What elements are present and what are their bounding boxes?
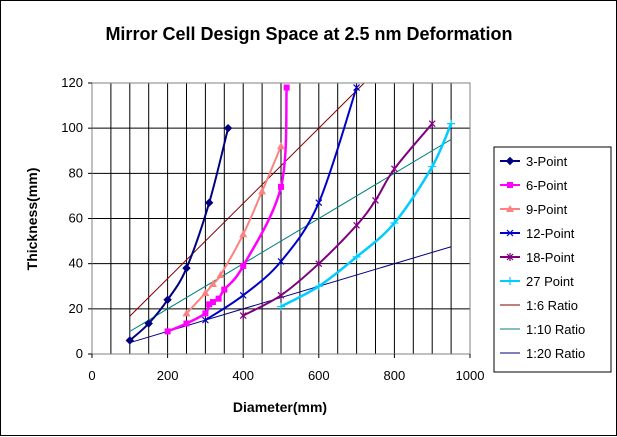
data-point-9-point bbox=[277, 142, 285, 150]
x-tick-label: 600 bbox=[308, 368, 330, 383]
legend-item-27-point: 27 Point bbox=[500, 274, 574, 289]
data-point-9-point bbox=[182, 309, 191, 317]
data-point-27-point bbox=[390, 219, 399, 228]
legend-item-9-point: 9-Point bbox=[500, 202, 568, 217]
legend-marker bbox=[506, 277, 514, 285]
legend-marker bbox=[506, 205, 514, 212]
data-point-6-point bbox=[164, 328, 171, 335]
legend-marker bbox=[505, 156, 515, 166]
x-axis-ticks: 0 200 400 600 800 1000 bbox=[88, 354, 484, 383]
data-point-3-point bbox=[223, 123, 233, 133]
x-tick-label: 800 bbox=[384, 368, 406, 383]
legend-item-1-10-ratio: 1:10 Ratio bbox=[500, 322, 585, 337]
y-tick-label: 0 bbox=[76, 346, 83, 361]
y-axis-label: Thickness(mm) bbox=[24, 168, 40, 271]
data-point-6-point bbox=[202, 310, 209, 317]
legend-label: 27 Point bbox=[526, 274, 574, 289]
legend-label: 1:6 Ratio bbox=[526, 298, 578, 313]
y-tick-label: 120 bbox=[61, 75, 83, 90]
series-line-12-point bbox=[204, 87, 358, 321]
x-axis-label: Diameter(mm) bbox=[233, 399, 327, 415]
data-point-27-point bbox=[352, 252, 361, 261]
data-point-27-point bbox=[447, 119, 456, 128]
data-point-6-point bbox=[240, 262, 247, 269]
legend-label: 12-Point bbox=[526, 226, 575, 241]
data-point-12-point bbox=[315, 199, 323, 207]
chart-title: Mirror Cell Design Space at 2.5 nm Defor… bbox=[105, 24, 512, 44]
data-point-27-point bbox=[314, 282, 323, 291]
legend-item-18-point: 18-Point bbox=[500, 250, 575, 265]
x-tick-label: 200 bbox=[157, 368, 179, 383]
data-point-3-point bbox=[163, 295, 172, 305]
legend-label: 18-Point bbox=[526, 250, 575, 265]
series-line-27-point bbox=[280, 123, 453, 308]
legend-label: 1:10 Ratio bbox=[526, 322, 585, 337]
y-tick-label: 40 bbox=[69, 256, 83, 271]
legend-marker bbox=[506, 253, 514, 261]
data-point-18-point bbox=[390, 164, 398, 173]
data-point-9-point bbox=[208, 279, 217, 287]
data-point-27-point bbox=[428, 162, 437, 171]
data-point-6-point bbox=[209, 299, 216, 306]
data-point-18-point bbox=[239, 311, 247, 320]
legend-label: 9-Point bbox=[526, 202, 568, 217]
data-point-6-point bbox=[221, 286, 228, 293]
legend-marker bbox=[507, 182, 513, 188]
data-point-6-point bbox=[215, 295, 222, 302]
legend: 3-Point 6-Point 9-Point 12-Point 18-Point 27 … bbox=[500, 154, 585, 361]
data-point-18-point bbox=[277, 291, 285, 300]
legend-item-3-point: 3-Point bbox=[500, 154, 568, 169]
data-point-6-point bbox=[183, 320, 190, 327]
data-point-6-point bbox=[283, 84, 290, 91]
series-line-1-6-ratio bbox=[129, 82, 365, 317]
data-point-3-point bbox=[144, 319, 153, 328]
data-point-18-point bbox=[428, 119, 436, 128]
legend-item-12-point: 12-Point bbox=[500, 226, 575, 241]
series-markers bbox=[125, 84, 456, 345]
legend-label: 1:20 Ratio bbox=[526, 346, 585, 361]
data-point-3-point bbox=[125, 336, 135, 345]
data-point-12-point bbox=[239, 291, 247, 299]
data-point-12-point bbox=[277, 257, 285, 265]
data-point-12-point bbox=[201, 316, 209, 324]
data-point-3-point bbox=[204, 198, 214, 207]
legend-item-1-6-ratio: 1:6 Ratio bbox=[500, 298, 578, 313]
data-point-6-point bbox=[278, 183, 284, 190]
data-point-9-point bbox=[258, 187, 267, 195]
x-tick-label: 400 bbox=[232, 368, 254, 383]
data-point-9-point bbox=[201, 289, 210, 297]
data-point-12-point bbox=[353, 84, 361, 91]
y-tick-label: 60 bbox=[69, 211, 83, 226]
series-line-1-20-ratio bbox=[129, 246, 452, 344]
legend-label: 3-Point bbox=[526, 154, 568, 169]
data-point-9-point bbox=[239, 230, 248, 238]
data-point-27-point bbox=[277, 302, 285, 311]
y-tick-label: 80 bbox=[69, 165, 83, 180]
data-point-18-point bbox=[372, 196, 379, 205]
x-tick-label: 1000 bbox=[456, 368, 485, 383]
legend-label: 6-Point bbox=[526, 178, 568, 193]
y-axis-ticks: 0 20 40 60 80 100 120 bbox=[61, 75, 92, 361]
y-tick-label: 100 bbox=[61, 120, 83, 135]
y-tick-label: 20 bbox=[69, 301, 83, 316]
data-point-18-point bbox=[353, 221, 361, 230]
data-point-3-point bbox=[182, 263, 191, 273]
gridlines bbox=[92, 83, 470, 354]
data-point-6-point bbox=[206, 301, 213, 308]
x-tick-label: 0 bbox=[88, 368, 95, 383]
data-point-9-point bbox=[216, 270, 225, 278]
legend-item-1-20-ratio: 1:20 Ratio bbox=[500, 346, 585, 361]
data-point-18-point bbox=[315, 259, 323, 268]
legend-item-6-point: 6-Point bbox=[500, 178, 568, 193]
legend-marker bbox=[506, 229, 514, 237]
